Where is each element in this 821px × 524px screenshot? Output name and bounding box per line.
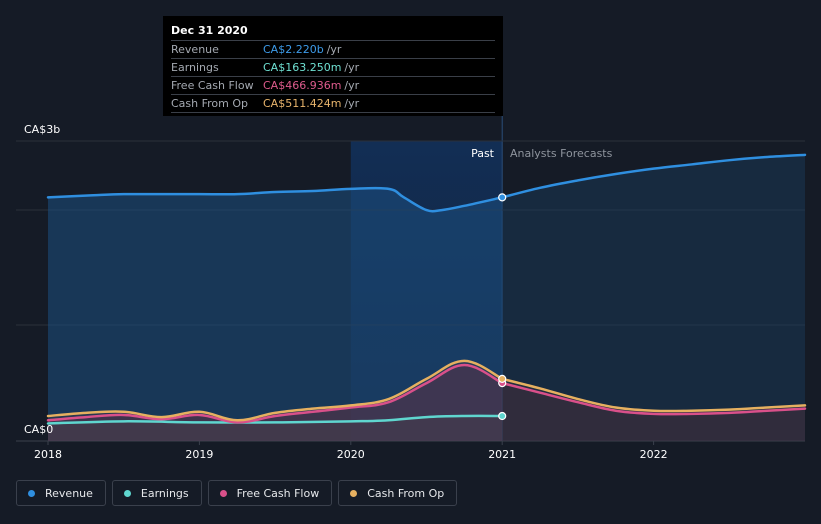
tooltip-value: CA$163.250m <box>263 61 342 74</box>
legend-item-cash-from-op[interactable]: Cash From Op <box>338 480 458 506</box>
legend-item-earnings[interactable]: Earnings <box>111 480 202 506</box>
revenue-area <box>48 188 503 441</box>
tooltip-row-cash-from-op: Cash From Op CA$511.424m /yr <box>171 94 495 113</box>
past-label: Past <box>471 147 495 160</box>
x-tick-label: 2022 <box>640 448 668 461</box>
tooltip-row-revenue: Revenue CA$2.220b /yr <box>171 40 495 58</box>
tooltip-unit: /yr <box>344 61 360 74</box>
revenue-forecast-area <box>502 154 805 441</box>
revenue-dot-icon <box>28 489 35 497</box>
tooltip-unit: /yr <box>326 43 342 56</box>
tooltip-label: Free Cash Flow <box>171 79 254 92</box>
x-tick-label: 2021 <box>488 448 516 461</box>
tooltip-unit: /yr <box>344 97 360 110</box>
x-tick-label: 2018 <box>34 448 62 461</box>
legend-label: Cash From Op <box>367 486 445 500</box>
cash-from-op-line <box>46 359 504 422</box>
tooltip-unit: /yr <box>344 79 360 92</box>
forecast-label: Analysts Forecasts <box>510 147 613 160</box>
tooltip-value: CA$2.220b <box>263 43 324 56</box>
legend-item-revenue[interactable]: Revenue <box>16 480 106 506</box>
cash-from-op-dot-icon <box>350 489 358 497</box>
tooltip-value: CA$511.424m <box>263 97 342 110</box>
legend-item-free-cash-flow[interactable]: Free Cash Flow <box>207 480 333 506</box>
revenue-line <box>46 186 504 213</box>
free-cash-flow-line <box>46 363 504 424</box>
tooltip-row-free-cash-flow: Free Cash Flow CA$466.936m /yr <box>171 76 495 94</box>
revenue-forecast-line <box>500 153 807 199</box>
tooltip-label: Revenue <box>171 43 219 56</box>
x-tick-label: 2019 <box>185 448 213 461</box>
tooltip-value: CA$466.936m <box>263 79 342 92</box>
cash-from-op-forecast-line <box>500 377 807 413</box>
legend: Revenue Earnings Free Cash Flow Cash Fro… <box>16 480 458 506</box>
legend-label: Free Cash Flow <box>236 486 320 500</box>
free-cash-flow-forecast-area <box>502 383 805 441</box>
cash-from-op-forecast-area <box>502 378 805 441</box>
legend-label: Earnings <box>140 486 189 500</box>
free-cash-flow-dot-icon <box>219 489 227 497</box>
free-cash-flow-forecast-line <box>500 381 807 416</box>
earnings-line <box>46 414 504 425</box>
cash-from-op-point <box>498 374 507 383</box>
tooltip: Dec 31 2020 Revenue CA$2.220b /yr Earnin… <box>163 16 503 116</box>
tooltip-label: Cash From Op <box>171 97 249 110</box>
earnings-dot-icon <box>123 489 131 497</box>
legend-label: Revenue <box>45 486 93 500</box>
y-tick-label-zero: CA$0 <box>24 423 53 436</box>
x-tick-label: 2020 <box>337 448 365 461</box>
revenue-point <box>498 193 507 202</box>
y-tick-label-top: CA$3b <box>24 123 60 136</box>
chart-canvas: 2018 2019 2020 2021 2022 CA$3b CA$0 Past Analy… <box>16 16 807 461</box>
earnings-point <box>498 411 507 421</box>
tooltip-date: Dec 31 2020 <box>171 24 248 37</box>
tooltip-label: Earnings <box>171 61 219 74</box>
tooltip-row-earnings: Earnings CA$163.250m /yr <box>171 58 495 76</box>
